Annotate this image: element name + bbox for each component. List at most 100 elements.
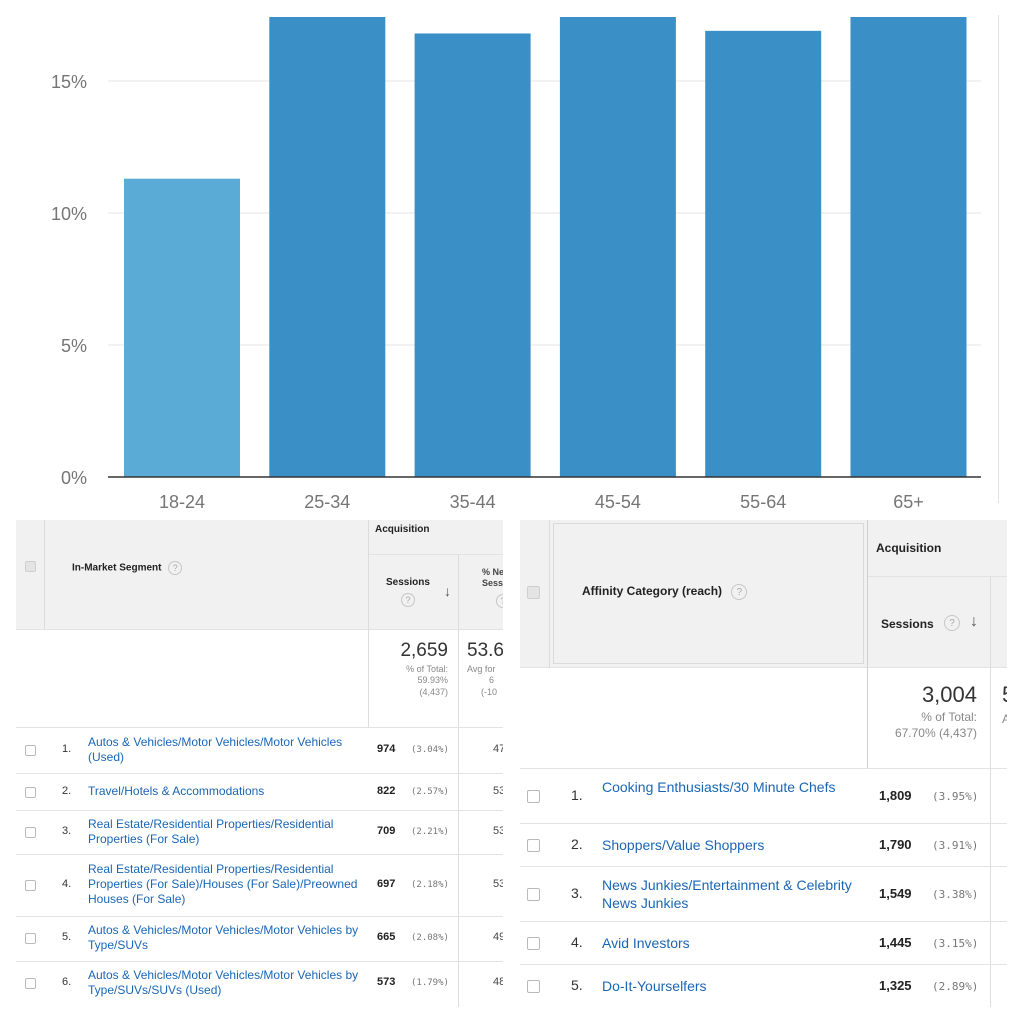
header-checkbox-cell <box>520 520 550 668</box>
totals-sessions-cell: 2,659 % of Total: 59.93% (4,437) <box>369 630 459 728</box>
new-sessions-header-line2: Sessi <box>482 578 503 588</box>
row-index: 3. <box>571 885 583 901</box>
row-checkbox[interactable] <box>25 880 36 891</box>
sort-descending-icon[interactable]: ↓ <box>444 583 451 599</box>
table-row[interactable]: 3. Real Estate/Residential Properties/Re… <box>16 811 503 855</box>
affinity-link[interactable]: Avid Investors <box>602 935 690 951</box>
sessions-value: 1,790 <box>879 837 912 852</box>
sessions-percent: (3.15%) <box>932 937 979 950</box>
sessions-value: 1,445 <box>879 935 912 950</box>
affinity-link[interactable]: News Junkies/Entertainment & Celebrity N… <box>602 877 852 911</box>
row-index: 1. <box>62 743 72 755</box>
total-next-value: 5 <box>1002 682 1007 708</box>
table-row[interactable]: 2. Shoppers/Value Shoppers 1,790 (3.91%) <box>520 824 1007 867</box>
help-icon[interactable]: ? <box>168 561 183 575</box>
table-row[interactable]: 5. Autos & Vehicles/Motor Vehicles/Motor… <box>16 917 503 962</box>
sessions-percent: (3.91%) <box>932 839 979 852</box>
sessions-percent: (3.04%) <box>411 745 449 755</box>
sessions-cell: 1,445 (3.15%) <box>868 922 991 964</box>
total-new-sessions-sub-line3: (-10 <box>481 686 498 697</box>
new-sessions-value: 53 <box>493 785 503 797</box>
new-sessions-header-line1: % Ne <box>482 567 503 577</box>
help-icon[interactable]: ? <box>496 594 503 608</box>
totals-spacer <box>16 630 45 728</box>
row-checkbox[interactable] <box>527 839 540 852</box>
dimension-header-label: Affinity Category (reach) <box>582 584 723 599</box>
sort-descending-icon[interactable]: ↓ <box>970 613 978 630</box>
sessions-value: 974 <box>377 743 396 755</box>
sessions-header-cell[interactable]: Sessions ? ↓ <box>369 555 459 630</box>
acquisition-label: Acquisition <box>375 524 430 535</box>
row-checkbox[interactable] <box>527 888 540 901</box>
new-sessions-value: 47 <box>493 743 503 755</box>
bar <box>850 17 967 477</box>
table-row[interactable]: 3. News Junkies/Entertainment & Celebrit… <box>520 867 1007 922</box>
table-row[interactable]: 4. Real Estate/Residential Properties/Re… <box>16 855 503 917</box>
row-index: 1. <box>571 787 583 803</box>
affinity-category-table: Affinity Category (reach) ? Acquisition … <box>520 520 1007 1007</box>
new-sessions-value: 53 <box>493 878 503 890</box>
row-index: 5. <box>571 977 583 993</box>
row-checkbox[interactable] <box>25 978 36 989</box>
sessions-value: 697 <box>377 878 396 890</box>
segment-link[interactable]: Autos & Vehicles/Motor Vehicles/Motor Ve… <box>88 735 343 764</box>
row-checkbox[interactable] <box>527 790 540 803</box>
sessions-percent: (3.95%) <box>932 790 979 803</box>
total-next-subtext: A <box>1002 712 1007 726</box>
next-column-header-cell[interactable] <box>991 577 1007 668</box>
sessions-percent: (3.38%) <box>932 888 979 901</box>
sessions-cell: 1,809 (3.95%) <box>868 769 991 823</box>
total-sessions-subtext: % of Total: 67.70% (4,437) <box>895 710 977 741</box>
table-row[interactable]: 4. Avid Investors 1,445 (3.15%) <box>520 922 1007 965</box>
sessions-cell: 665 (2.08%) <box>369 917 459 961</box>
select-all-checkbox[interactable] <box>25 561 36 572</box>
sessions-cell: 697 (2.18%) <box>369 855 459 916</box>
sessions-cell: 1,325 (2.89%) <box>868 965 991 1007</box>
row-checkbox[interactable] <box>527 937 540 950</box>
select-all-checkbox[interactable] <box>527 586 540 599</box>
bar <box>705 30 822 478</box>
affinity-link[interactable]: Shoppers/Value Shoppers <box>602 837 765 853</box>
table-row[interactable]: 5. Do-It-Yourselfers 1,325 (2.89%) <box>520 965 1007 1007</box>
table-row[interactable]: 6. Autos & Vehicles/Motor Vehicles/Motor… <box>16 962 503 1007</box>
help-icon[interactable]: ? <box>944 615 960 631</box>
new-sessions-header-label: % Ne Sessi <box>482 567 503 589</box>
x-tick-label: 65+ <box>893 492 924 512</box>
y-tick-label: 15% <box>51 72 87 92</box>
sessions-header-cell[interactable]: Sessions ? ↓ <box>868 577 991 668</box>
row-checkbox[interactable] <box>25 933 36 944</box>
segment-link[interactable]: Travel/Hotels & Accommodations <box>88 784 265 798</box>
row-checkbox[interactable] <box>25 745 36 756</box>
total-new-sessions-sub-line2: 6 <box>489 675 495 686</box>
affinity-link[interactable]: Cooking Enthusiasts/30 Minute Chefs <box>602 779 836 795</box>
segment-link[interactable]: Autos & Vehicles/Motor Vehicles/Motor Ve… <box>88 923 359 952</box>
segment-link[interactable]: Real Estate/Residential Properties/Resid… <box>88 862 358 906</box>
dimension-header[interactable]: Affinity Category (reach) ? <box>582 584 748 600</box>
segment-link[interactable]: Autos & Vehicles/Motor Vehicles/Motor Ve… <box>88 968 359 997</box>
total-sessions-sub-line2: 67.70% (4,437) <box>894 725 977 740</box>
row-checkbox[interactable] <box>25 787 36 798</box>
table-row[interactable]: 1. Cooking Enthusiasts/30 Minute Chefs 1… <box>520 769 1007 824</box>
affinity-link[interactable]: Do-It-Yourselfers <box>602 978 707 994</box>
acquisition-group-header: Acquisition <box>868 520 1007 577</box>
row-index: 2. <box>62 785 72 797</box>
x-tick-label: 18-24 <box>159 492 205 512</box>
sessions-value: 1,549 <box>879 886 912 901</box>
header-checkbox-cell <box>16 520 45 630</box>
total-new-sessions-sub-line1: Avg for <box>467 664 496 674</box>
totals-sessions-cell: 3,004 % of Total: 67.70% (4,437) <box>868 668 991 769</box>
new-sessions-value: 49 <box>493 931 503 943</box>
help-icon[interactable]: ? <box>731 584 748 600</box>
row-checkbox[interactable] <box>25 827 36 838</box>
help-icon[interactable]: ? <box>401 593 415 607</box>
segment-link[interactable]: Real Estate/Residential Properties/Resid… <box>88 817 334 846</box>
row-checkbox[interactable] <box>527 980 540 993</box>
total-new-sessions-value: 53.6 <box>467 640 503 661</box>
table-row[interactable]: 2. Travel/Hotels & Accommodations 822 (2… <box>16 774 503 811</box>
new-sessions-value: 48 <box>493 976 503 988</box>
table-row[interactable]: 1. Autos & Vehicles/Motor Vehicles/Motor… <box>16 728 503 774</box>
sessions-value: 1,325 <box>879 978 912 993</box>
new-sessions-header-cell[interactable]: % Ne Sessi ? <box>459 555 503 630</box>
dimension-header[interactable]: In-Market Segment ? <box>72 561 183 575</box>
x-tick-label: 55-64 <box>740 492 786 512</box>
